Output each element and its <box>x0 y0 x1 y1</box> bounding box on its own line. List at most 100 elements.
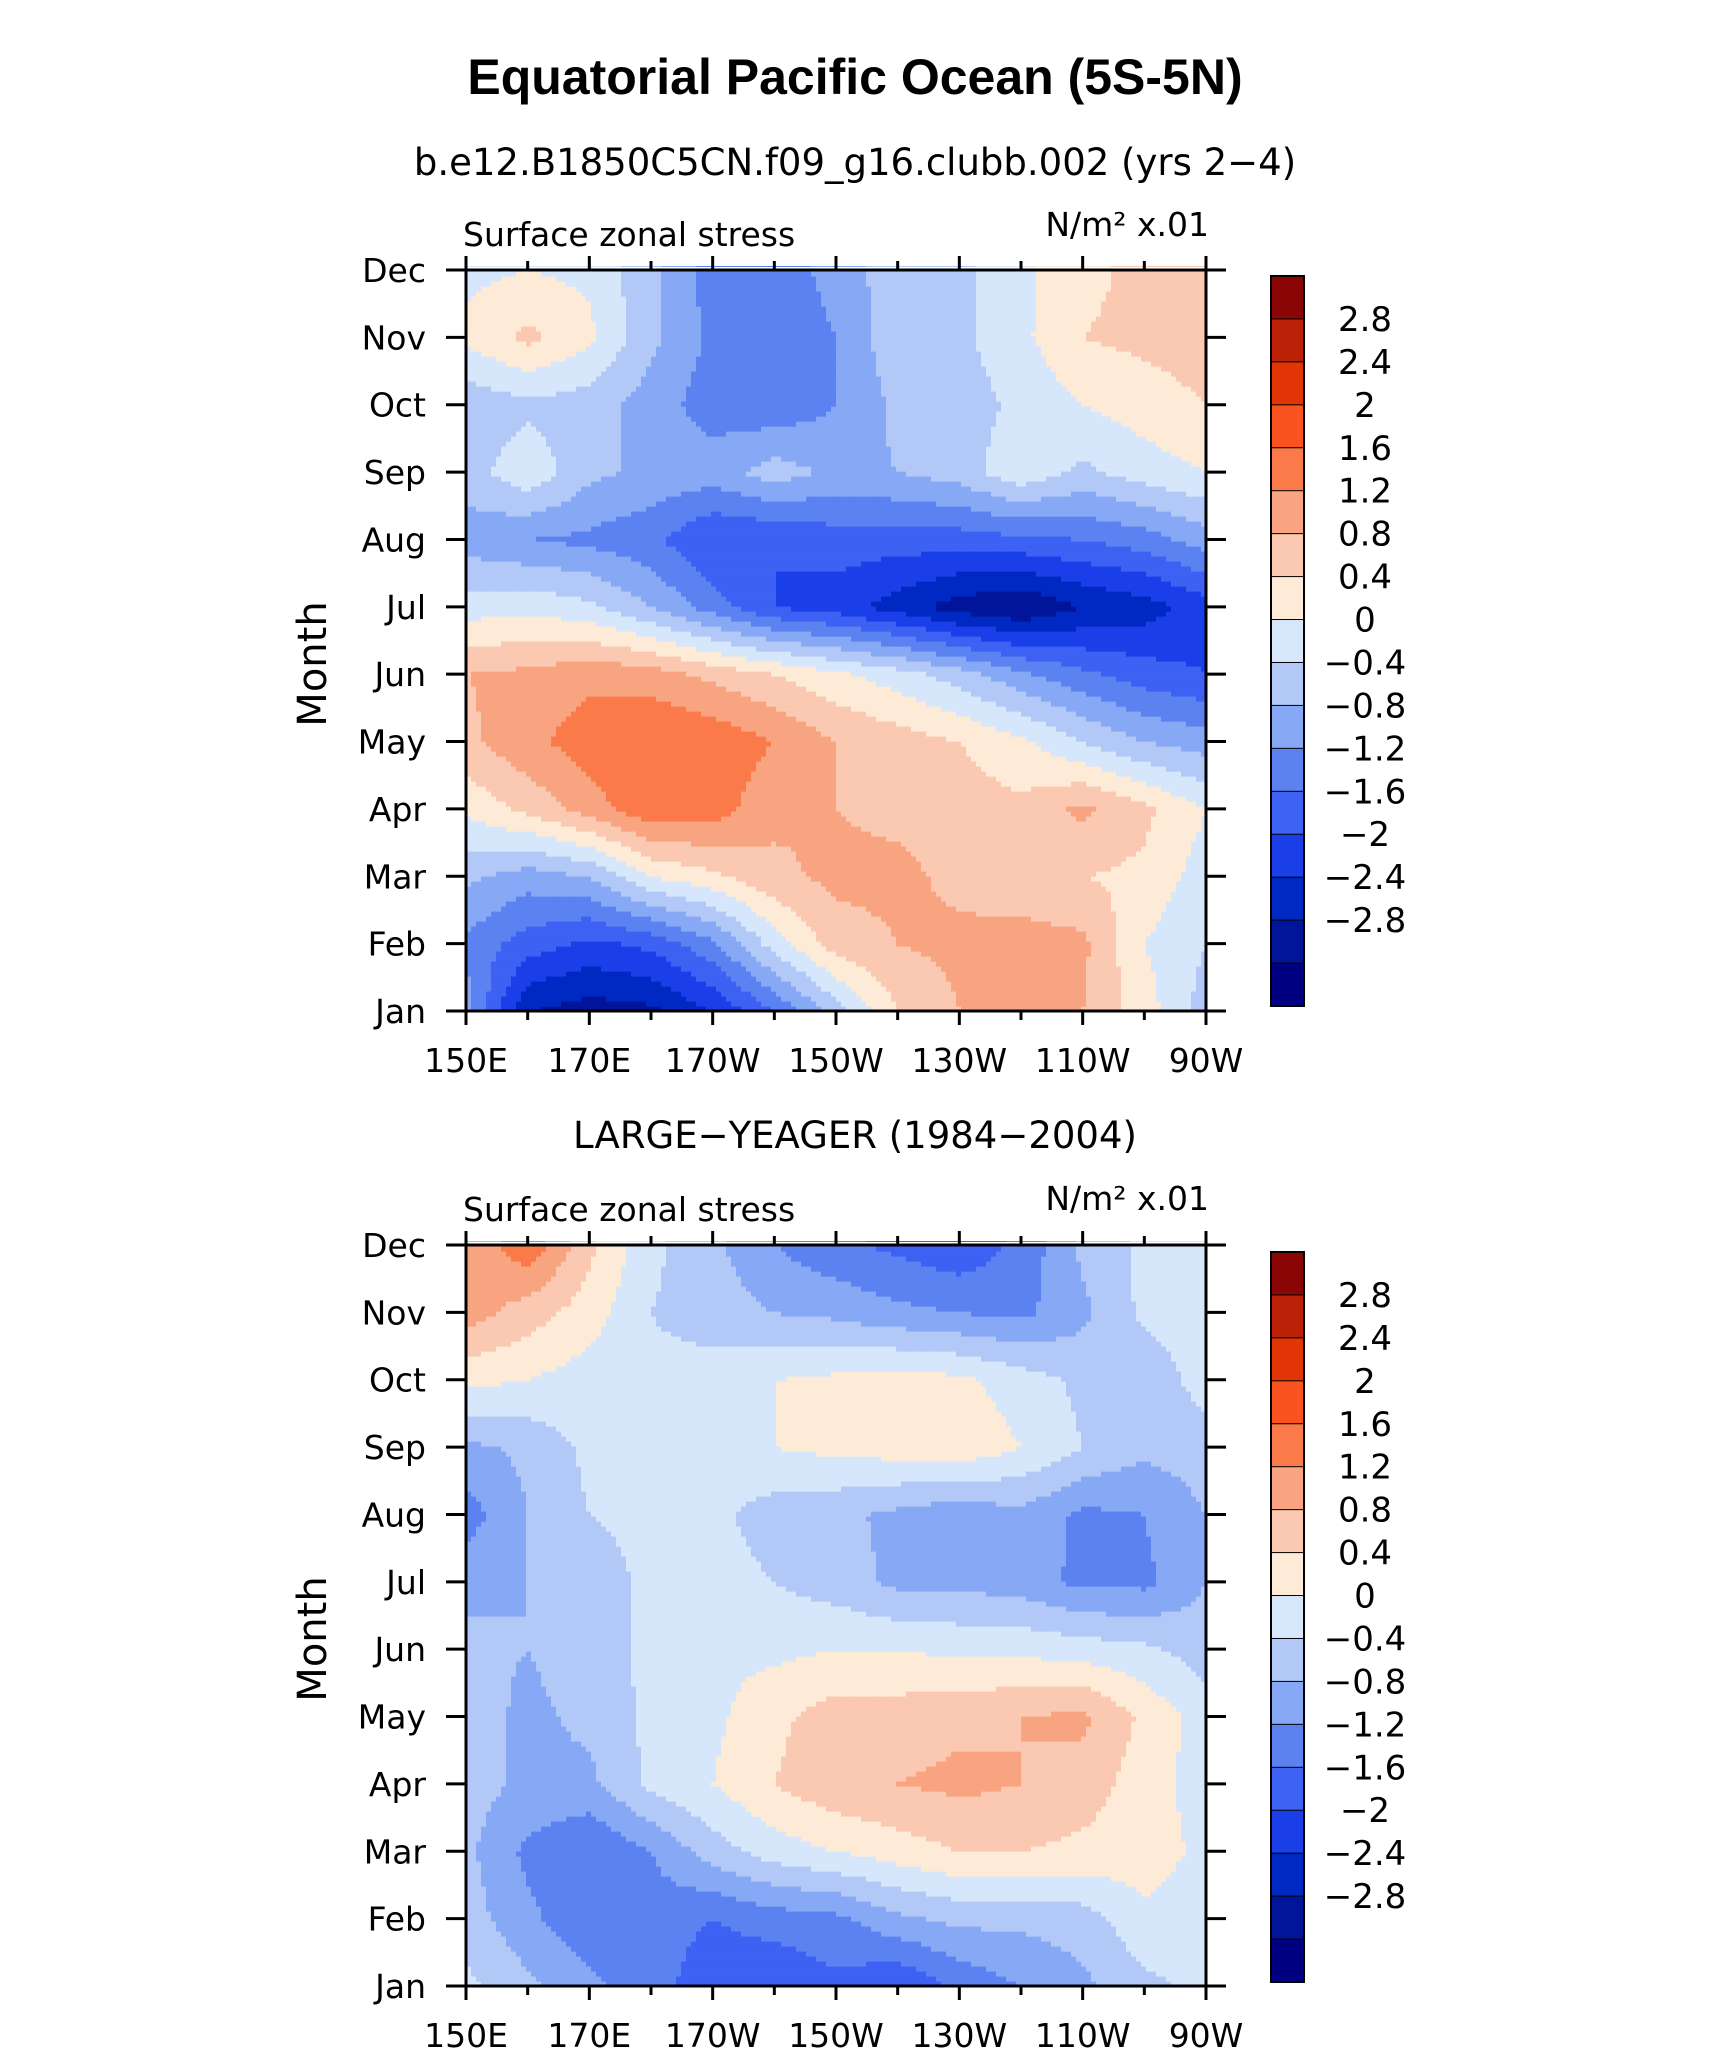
heatmap-cell <box>906 981 912 987</box>
heatmap-cell <box>986 1001 992 1007</box>
heatmap-cell <box>896 996 902 1002</box>
heatmap-cell <box>1031 991 1037 997</box>
heatmap-cell <box>1146 991 1152 997</box>
heatmap-cell <box>591 1001 597 1007</box>
heatmap-cell <box>1026 996 1032 1002</box>
heatmap-cell <box>656 986 662 992</box>
heatmap-cell <box>1171 991 1177 997</box>
heatmap-cell <box>1171 986 1177 992</box>
heatmap-cell <box>691 996 697 1002</box>
heatmap-cell <box>1076 991 1082 997</box>
heatmap-cell <box>971 1001 977 1007</box>
heatmap-cell <box>721 986 727 992</box>
heatmap-cell <box>1106 996 1112 1002</box>
heatmap-cell <box>791 986 797 992</box>
heatmap-cell <box>1056 1001 1062 1007</box>
heatmap-cell <box>956 996 962 1002</box>
heatmap-cell <box>636 996 642 1002</box>
heatmap-cell <box>1041 996 1047 1002</box>
heatmap-cell <box>821 996 827 1002</box>
heatmap-cell <box>1191 991 1197 997</box>
heatmap-cell <box>551 996 557 1002</box>
heatmap-cell <box>611 981 617 987</box>
heatmap-cell <box>1116 1001 1122 1007</box>
heatmap-cell <box>716 981 722 987</box>
heatmap-cell <box>866 981 872 987</box>
heatmap-cell <box>861 991 867 997</box>
heatmap-cell <box>776 996 782 1002</box>
heatmap-cell <box>1121 986 1127 992</box>
heatmap-cell <box>911 991 917 997</box>
heatmap-cell <box>1176 991 1182 997</box>
heatmap-cell <box>926 996 932 1002</box>
heatmap-cell <box>901 1001 907 1007</box>
heatmap-cell <box>616 996 622 1002</box>
heatmap-cell <box>686 986 692 992</box>
heatmap-cell <box>966 996 972 1002</box>
heatmap-cell <box>646 981 652 987</box>
heatmap-cell <box>946 991 952 997</box>
heatmap-cell <box>711 986 717 992</box>
heatmap-cell <box>696 1001 702 1007</box>
heatmap-cell <box>1136 991 1142 997</box>
heatmap-cell <box>581 991 587 997</box>
heatmap-cell <box>896 991 902 997</box>
heatmap-cell <box>866 1001 872 1007</box>
heatmap-cell <box>841 1001 847 1007</box>
heatmap-cell <box>641 996 647 1002</box>
heatmap-cell <box>566 981 572 987</box>
heatmap-cell <box>991 991 997 997</box>
heatmap-cell <box>471 986 477 992</box>
heatmap-cell <box>1071 1001 1077 1007</box>
heatmap-cell <box>856 991 862 997</box>
heatmap-cell <box>706 986 712 992</box>
heatmap-cell <box>711 1001 717 1007</box>
heatmap-cell <box>881 991 887 997</box>
heatmap-cell <box>741 996 747 1002</box>
heatmap-cell <box>981 996 987 1002</box>
heatmap-cell <box>551 991 557 997</box>
heatmap-cell <box>1096 986 1102 992</box>
heatmap-cell <box>801 996 807 1002</box>
heatmap-cell <box>581 1001 587 1007</box>
heatmap-cell <box>851 1001 857 1007</box>
heatmap-cell <box>476 981 482 987</box>
heatmap-cell <box>576 991 582 997</box>
heatmap-cell <box>696 996 702 1002</box>
heatmap-cell <box>741 981 747 987</box>
heatmap-cell <box>511 996 517 1002</box>
heatmap-cell <box>1156 1001 1162 1007</box>
heatmap-cell <box>801 986 807 992</box>
heatmap-cell <box>796 991 802 997</box>
heatmap-cell <box>676 996 682 1002</box>
heatmap-cell <box>731 996 737 1002</box>
heatmap-cell <box>481 981 487 987</box>
heatmap-cell <box>691 981 697 987</box>
heatmap-cell <box>871 1001 877 1007</box>
heatmap-cell <box>606 991 612 997</box>
heatmap-cell <box>956 991 962 997</box>
heatmap-cell <box>846 996 852 1002</box>
heatmap-cell <box>586 996 592 1002</box>
heatmap-cell <box>1166 996 1172 1002</box>
heatmap-cell <box>1046 991 1052 997</box>
heatmap-cell <box>811 991 817 997</box>
heatmap-cell <box>701 996 707 1002</box>
figure: Equatorial Pacific Ocean (5S-5N) b.e12.B… <box>0 0 1710 2062</box>
heatmap-cell <box>1136 996 1142 1002</box>
heatmap-cell <box>661 986 667 992</box>
heatmap-cell <box>561 996 567 1002</box>
y-axis-label: Month <box>290 601 336 726</box>
heatmap-cell <box>1091 986 1097 992</box>
heatmap-cell <box>946 1001 952 1007</box>
heatmap-cell <box>1181 1001 1187 1007</box>
heatmap-cell <box>776 981 782 987</box>
heatmap-cell <box>596 981 602 987</box>
heatmap-cell <box>971 981 977 987</box>
heatmap-cell <box>766 996 772 1002</box>
heatmap-cell <box>891 981 897 987</box>
heatmap-cell <box>871 996 877 1002</box>
heatmap-cell <box>1096 991 1102 997</box>
heatmap-cell <box>741 1001 747 1007</box>
panel-model: b.e12.B1850C5CN.f09_g16.clubb.002 (yrs 2… <box>290 141 1406 1080</box>
